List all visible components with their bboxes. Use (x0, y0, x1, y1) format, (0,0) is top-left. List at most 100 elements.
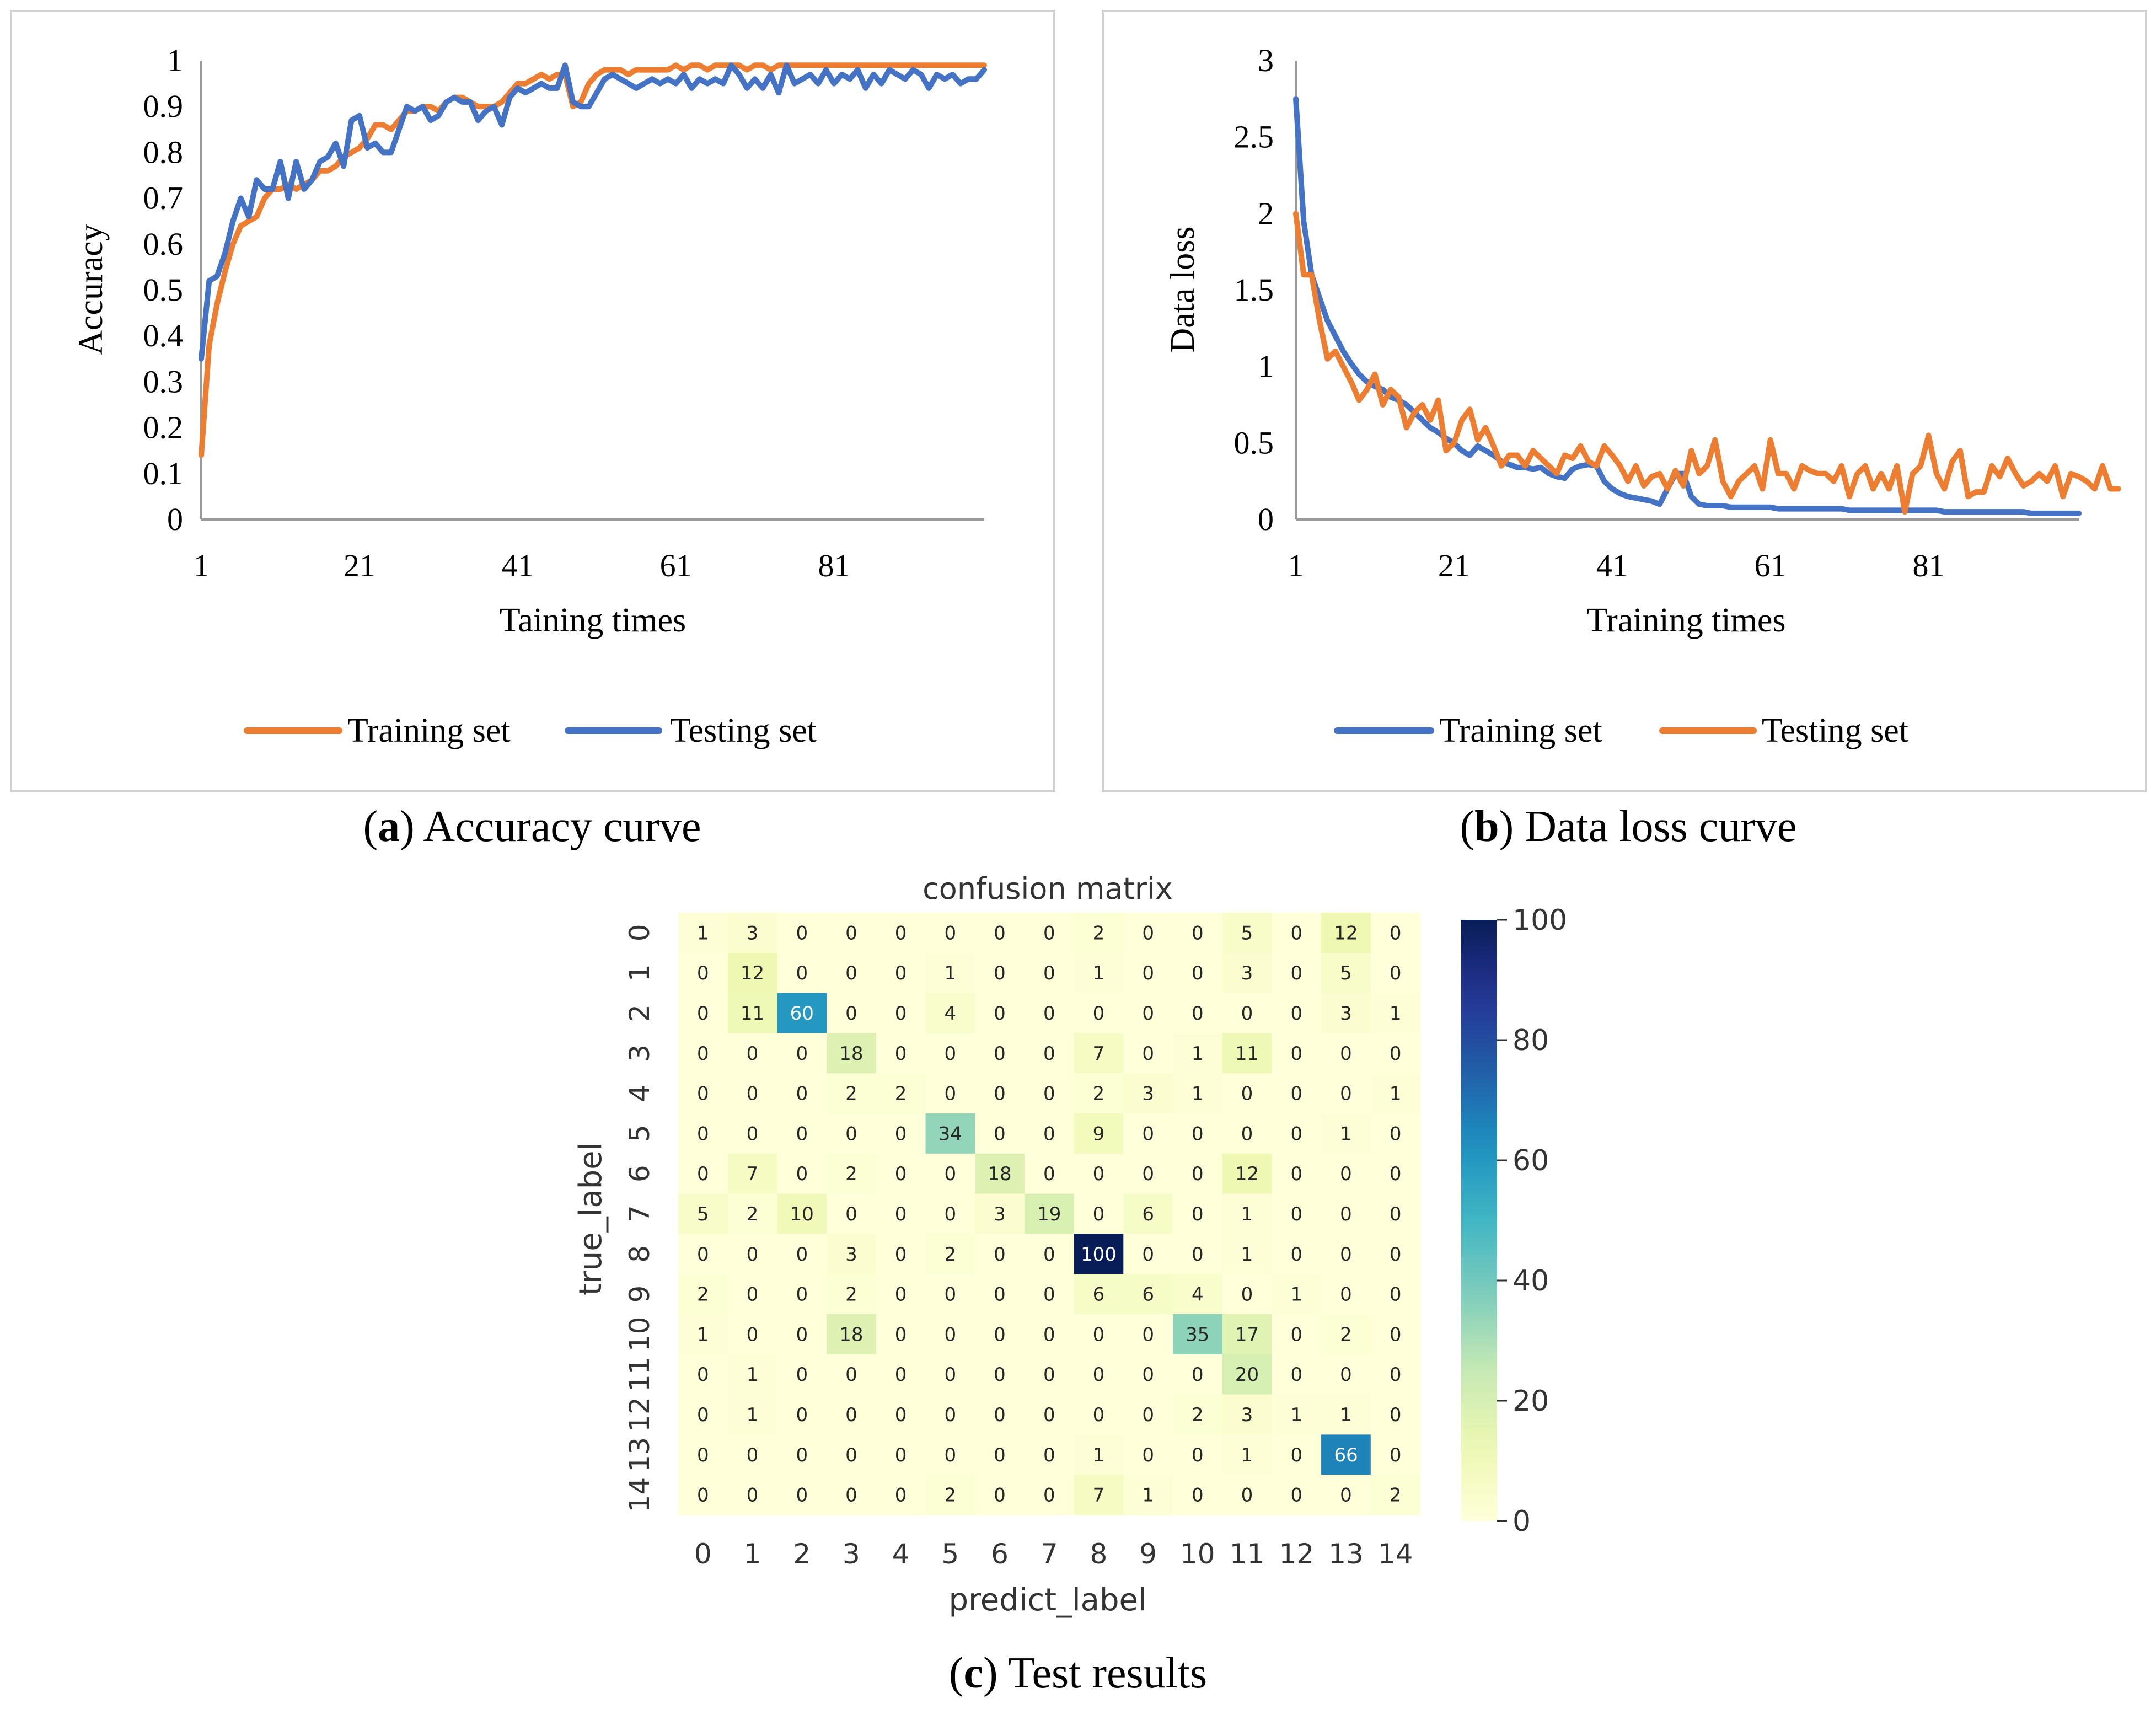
heatmap-cell (1074, 1073, 1124, 1114)
heatmap-cell-label: 2 (1093, 922, 1105, 944)
heatmap-cell-label: 0 (1290, 1083, 1302, 1105)
heatmap-cell (876, 1234, 926, 1274)
heatmap-cell-label: 0 (895, 1003, 907, 1025)
heatmap-cell (1024, 1234, 1075, 1274)
heatmap-cell-label: 18 (839, 1043, 863, 1065)
heatmap-cell-label: 11 (1235, 1043, 1259, 1065)
heatmap-cell (1370, 1394, 1421, 1435)
heatmap-cell-label: 0 (994, 1043, 1006, 1065)
heatmap-cell (1173, 1314, 1223, 1355)
heatmap-cell-label: 0 (1142, 1043, 1154, 1065)
colorbar-tick-label: 100 (1513, 904, 1567, 937)
heatmap-cell-label: 10 (790, 1203, 814, 1225)
heatmap-cell-label: 1 (1290, 1404, 1302, 1426)
heatmap-cell-label: 1 (1340, 1123, 1352, 1145)
y-tick-label: 1 (1258, 349, 1274, 384)
y-tick-label: 0.7 (143, 180, 184, 216)
heatmap-cell (827, 913, 877, 953)
heatmap-cell (678, 1033, 728, 1074)
heatmap-cell (1222, 1234, 1272, 1274)
heatmap-cell-label: 100 (1081, 1244, 1117, 1266)
heatmap-cell (1024, 1314, 1075, 1355)
heatmap-cell-label: 0 (1390, 1163, 1402, 1185)
heatmap-cell (1272, 1113, 1322, 1154)
heatmap-cell (1222, 913, 1272, 953)
heatmap-cell-label: 1 (1390, 1083, 1402, 1105)
heatmap-cell (1123, 1475, 1173, 1515)
heatmap-cell-label: 0 (697, 962, 709, 984)
heatmap-cell (975, 1033, 1025, 1074)
heatmap-cell (1222, 1434, 1272, 1475)
panel-a-series (199, 62, 987, 458)
heatmap-cell (1024, 1033, 1075, 1074)
heatmap-cell-label: 0 (1192, 1364, 1204, 1386)
heatmap-cell (827, 1314, 877, 1355)
x-tick-label: 61 (1755, 548, 1787, 583)
panel-b-series (1293, 96, 2121, 516)
heatmap-cell-label: 0 (994, 1485, 1006, 1507)
heatmap-cell (1024, 993, 1075, 1033)
heatmap-cell (1173, 1113, 1223, 1154)
heatmap-cell (1321, 1033, 1371, 1074)
heatmap-cell (1123, 993, 1173, 1033)
heatmap-cell (1272, 913, 1322, 953)
heatmap-cell (1370, 1234, 1421, 1274)
heatmap-cell (1222, 1153, 1272, 1194)
heatmap-cell (1173, 1153, 1223, 1194)
heatmap-cell-label: 0 (1043, 1003, 1055, 1025)
heatmap-cells: 1 3 0 0 0 0 0 0 2 0 0 5 0 12 00 12 0 0 0 1 0 0 1 0 0 3 0 5 00 11 60 0 0 4… (678, 913, 1421, 1515)
heatmap-cell (827, 1153, 877, 1194)
legend-label: Testing set (1762, 712, 1908, 749)
heatmap-y-tick: 5 (624, 1124, 656, 1142)
heatmap-cell-label: 0 (845, 962, 857, 984)
heatmap-cell-label: 0 (1043, 922, 1055, 944)
y-tick-label: 0.5 (143, 272, 184, 308)
heatmap-cell (1222, 1113, 1272, 1154)
heatmap-cell-label: 0 (796, 922, 808, 944)
heatmap-cell (1321, 1193, 1371, 1234)
heatmap-cell-label: 18 (988, 1163, 1011, 1185)
heatmap-cell (1074, 913, 1124, 953)
heatmap-cell (727, 1314, 777, 1355)
heatmap-cell (1173, 1234, 1223, 1274)
heatmap-cell-label: 0 (1290, 1324, 1302, 1346)
heatmap-cell-label: 0 (994, 922, 1006, 944)
heatmap-cell (1272, 1274, 1322, 1315)
heatmap-cell-label: 0 (944, 1364, 956, 1386)
heatmap-cell-label: 0 (1241, 1485, 1253, 1507)
heatmap-x-tick: 0 (694, 1538, 712, 1570)
heatmap-xlabel: predict_label (948, 1582, 1146, 1618)
x-tick-label: 1 (194, 548, 210, 583)
heatmap-cell-label: 0 (697, 1003, 709, 1025)
panel-a-ticks: 0 0.1 0.2 0.3 0.4 0.5 0.6 0.7 0.8 0.9 1 1 21 41 61 81 (143, 42, 850, 583)
heatmap-cell-label: 0 (1241, 1083, 1253, 1105)
heatmap-cell (925, 1153, 975, 1194)
colorbar-tick-label: 80 (1513, 1024, 1549, 1057)
heatmap-colorbar: 0 20 40 60 80 100 (1461, 904, 1567, 1538)
heatmap-cell-label: 0 (994, 1003, 1006, 1025)
heatmap-cell (1272, 993, 1322, 1033)
heatmap-cell-label: 0 (697, 1043, 709, 1065)
heatmap-x-tick: 7 (1041, 1538, 1058, 1570)
heatmap-cell (678, 1434, 728, 1475)
heatmap-cell (876, 1314, 926, 1355)
heatmap-cell (1222, 1314, 1272, 1355)
heatmap-cell (727, 1234, 777, 1274)
heatmap-cell-label: 0 (1142, 1364, 1154, 1386)
heatmap-x-tick: 10 (1180, 1538, 1215, 1570)
heatmap-cell-label: 1 (1241, 1444, 1253, 1466)
heatmap-cell-label: 0 (697, 1123, 709, 1145)
heatmap-y-tick: 0 (624, 924, 656, 941)
heatmap-cell-label: 1 (1340, 1404, 1352, 1426)
heatmap-cell (727, 993, 777, 1033)
heatmap-cell (777, 1234, 827, 1274)
heatmap-cell (1370, 1153, 1421, 1194)
heatmap-cell (1173, 1394, 1223, 1435)
heatmap-cell-label: 0 (1043, 1244, 1055, 1266)
heatmap-cell-label: 0 (994, 1404, 1006, 1426)
heatmap-cell-label: 6 (1093, 1284, 1105, 1306)
y-tick-label: 0.3 (143, 363, 184, 399)
heatmap-cell (876, 1274, 926, 1315)
heatmap-y-tick: 8 (624, 1245, 656, 1263)
heatmap-cell (876, 952, 926, 994)
